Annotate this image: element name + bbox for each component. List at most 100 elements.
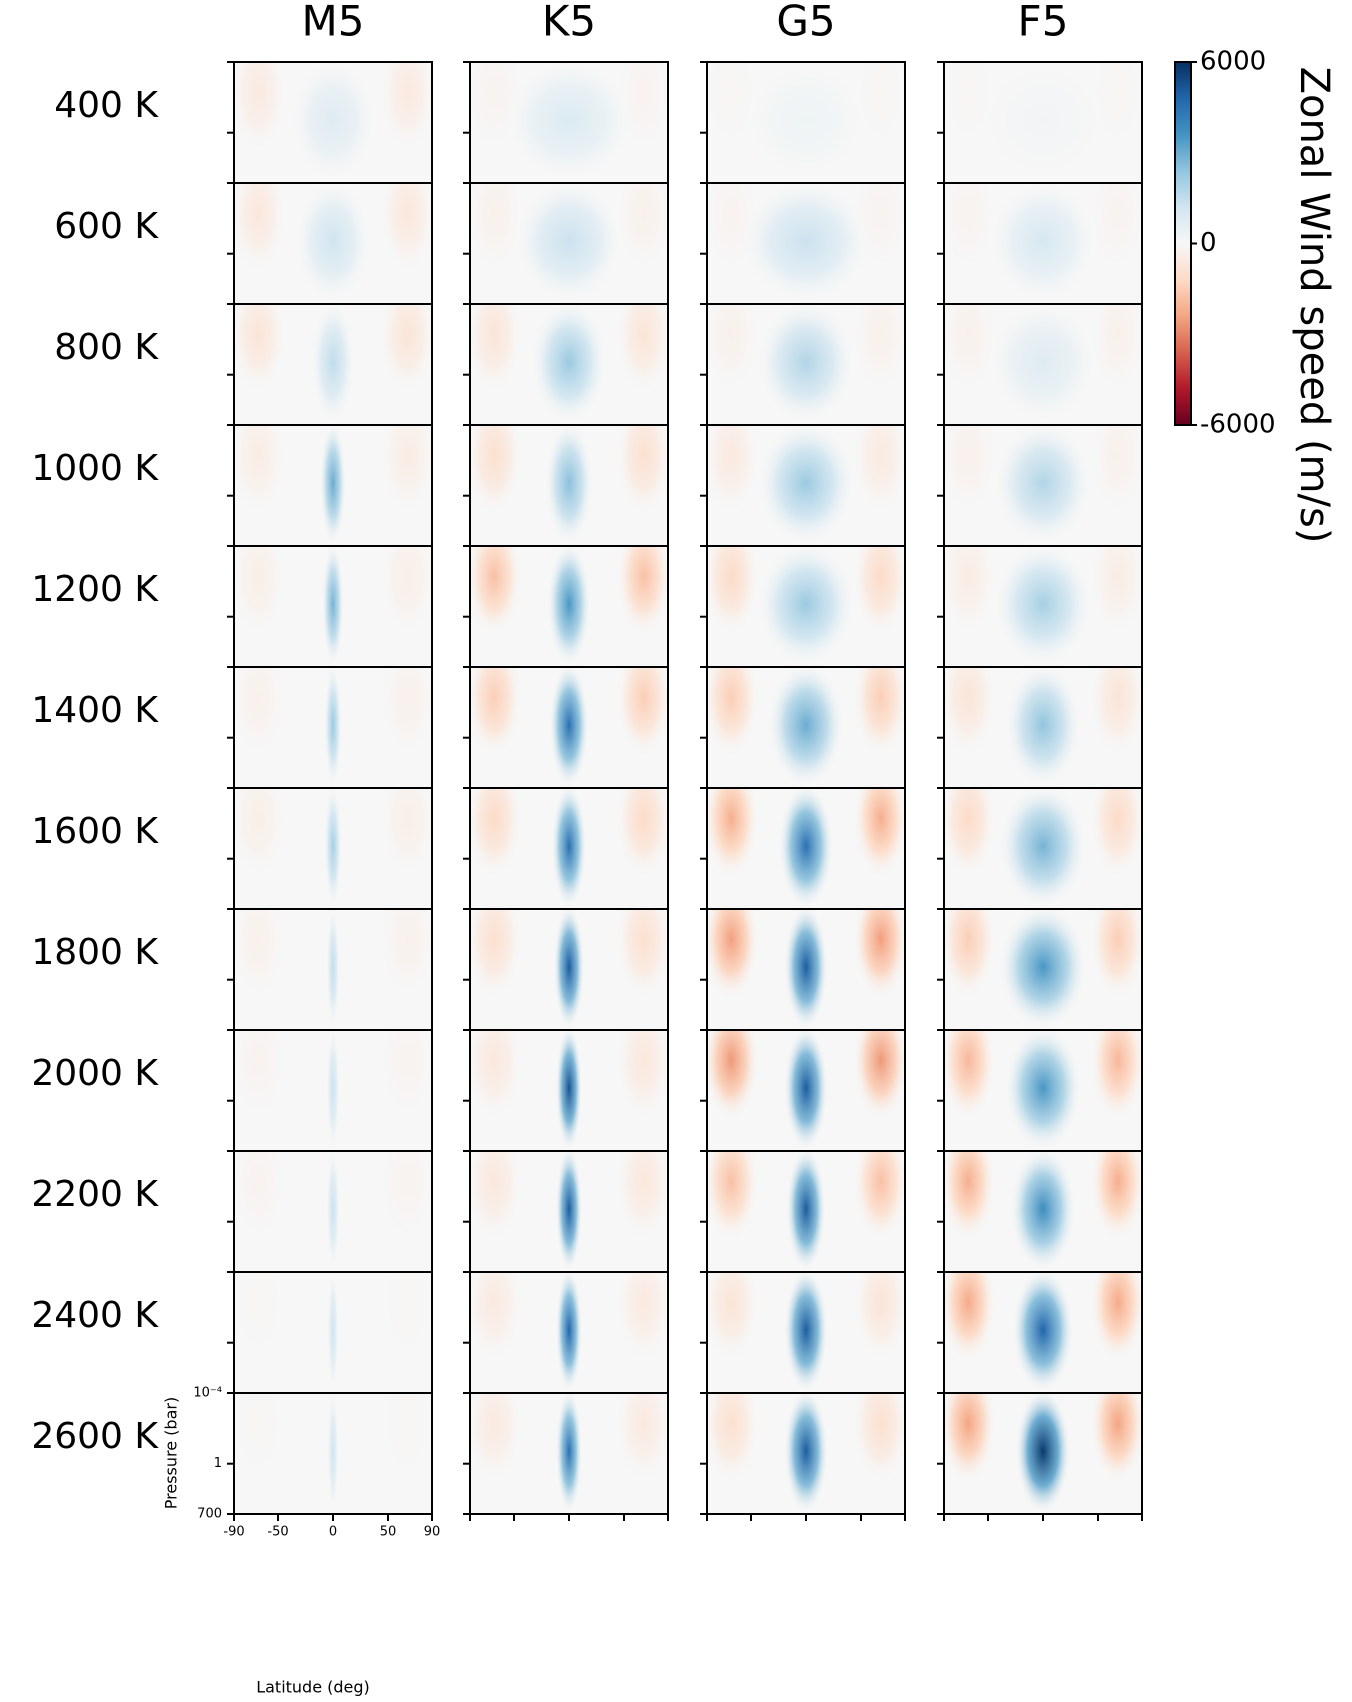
row-label: 1200 K [31, 569, 159, 610]
retrograde-lobe [707, 1393, 759, 1484]
retrograde-lobe [944, 546, 996, 637]
panel [944, 425, 1142, 546]
retrograde-lobe [707, 788, 759, 879]
panel [944, 1030, 1142, 1151]
panel [707, 667, 905, 788]
panel [470, 788, 668, 909]
retrograde-lobe [616, 788, 668, 879]
y-tick-label: 10⁻⁴ [193, 1386, 222, 1401]
jet [999, 909, 1087, 1030]
row-label: 800 K [54, 327, 159, 368]
retrograde-lobe [470, 425, 522, 516]
retrograde-lobe [944, 1151, 996, 1242]
row-label: 1400 K [31, 690, 159, 731]
panel [944, 304, 1142, 425]
retrograde-lobe [1090, 304, 1142, 395]
panel [944, 667, 1142, 788]
jet [740, 183, 872, 304]
row-label: 1800 K [31, 932, 159, 973]
panel [470, 546, 668, 667]
y-tick-label: 1 [214, 1456, 222, 1471]
retrograde-lobe [234, 62, 286, 153]
retrograde-lobe [1090, 667, 1142, 758]
retrograde-lobe [616, 667, 668, 758]
retrograde-lobe [1090, 546, 1142, 637]
jet [530, 304, 608, 425]
retrograde-lobe [470, 1030, 522, 1121]
panel [707, 546, 905, 667]
jet [327, 1272, 339, 1393]
jet [319, 425, 347, 546]
panel [470, 1030, 668, 1151]
jet [756, 425, 856, 546]
panel [470, 1393, 668, 1514]
panel [234, 1030, 432, 1151]
panel [234, 62, 432, 183]
retrograde-lobe [707, 1151, 759, 1242]
retrograde-lobe [234, 1151, 286, 1242]
retrograde-lobe [853, 1393, 905, 1484]
row-label: 1600 K [31, 811, 159, 852]
retrograde-lobe [380, 1030, 432, 1121]
jet [988, 183, 1098, 304]
panel [944, 546, 1142, 667]
retrograde-lobe [944, 909, 996, 1000]
retrograde-lobe [470, 788, 522, 879]
panel [234, 1272, 432, 1393]
panel [707, 183, 905, 304]
retrograde-lobe [234, 425, 286, 516]
retrograde-lobe [853, 909, 905, 1000]
column-title: M5 [302, 0, 365, 46]
jet [324, 788, 342, 909]
panel [470, 183, 668, 304]
jet [1010, 1151, 1076, 1272]
x-tick-label: -50 [267, 1525, 288, 1540]
jet [1012, 1272, 1074, 1393]
retrograde-lobe [707, 425, 759, 516]
retrograde-lobe [944, 1393, 996, 1484]
retrograde-lobe [1090, 909, 1142, 1000]
retrograde-lobe [853, 667, 905, 758]
retrograde-lobe [707, 546, 759, 637]
colorbar [1174, 61, 1192, 426]
jet [977, 62, 1109, 183]
panel [707, 1151, 905, 1272]
retrograde-lobe [944, 183, 996, 274]
jet [289, 62, 377, 183]
x-tick-label: 90 [424, 1525, 441, 1540]
retrograde-lobe [616, 909, 668, 1000]
jet [547, 546, 591, 667]
retrograde-lobe [380, 1393, 432, 1484]
jet [326, 909, 340, 1030]
panel [470, 909, 668, 1030]
retrograde-lobe [470, 1393, 522, 1484]
jet [988, 304, 1098, 425]
jet [324, 667, 342, 788]
retrograde-lobe [1090, 1393, 1142, 1484]
jet [1004, 667, 1082, 788]
retrograde-lobe [234, 304, 286, 395]
column-title: G5 [776, 0, 835, 46]
retrograde-lobe [234, 1393, 286, 1484]
x-axis-label: Latitude (deg) [256, 1678, 370, 1697]
jet [327, 1393, 339, 1514]
jet [555, 1393, 583, 1514]
x-tick-label: -90 [223, 1525, 244, 1540]
retrograde-lobe [616, 1272, 668, 1363]
retrograde-lobe [1090, 1151, 1142, 1242]
retrograde-lobe [380, 1151, 432, 1242]
panel [944, 183, 1142, 304]
retrograde-lobe [707, 1272, 759, 1363]
retrograde-lobe [616, 183, 668, 274]
colorbar-tick-label: -6000 [1200, 410, 1276, 440]
jet [784, 1393, 828, 1514]
retrograde-lobe [380, 62, 432, 153]
panel [470, 667, 668, 788]
colorbar-label: Zonal Wind speed (m/s) [1291, 67, 1337, 544]
retrograde-lobe [234, 546, 286, 637]
retrograde-lobe [853, 1272, 905, 1363]
jet [778, 788, 834, 909]
retrograde-lobe [234, 667, 286, 758]
panel [234, 788, 432, 909]
